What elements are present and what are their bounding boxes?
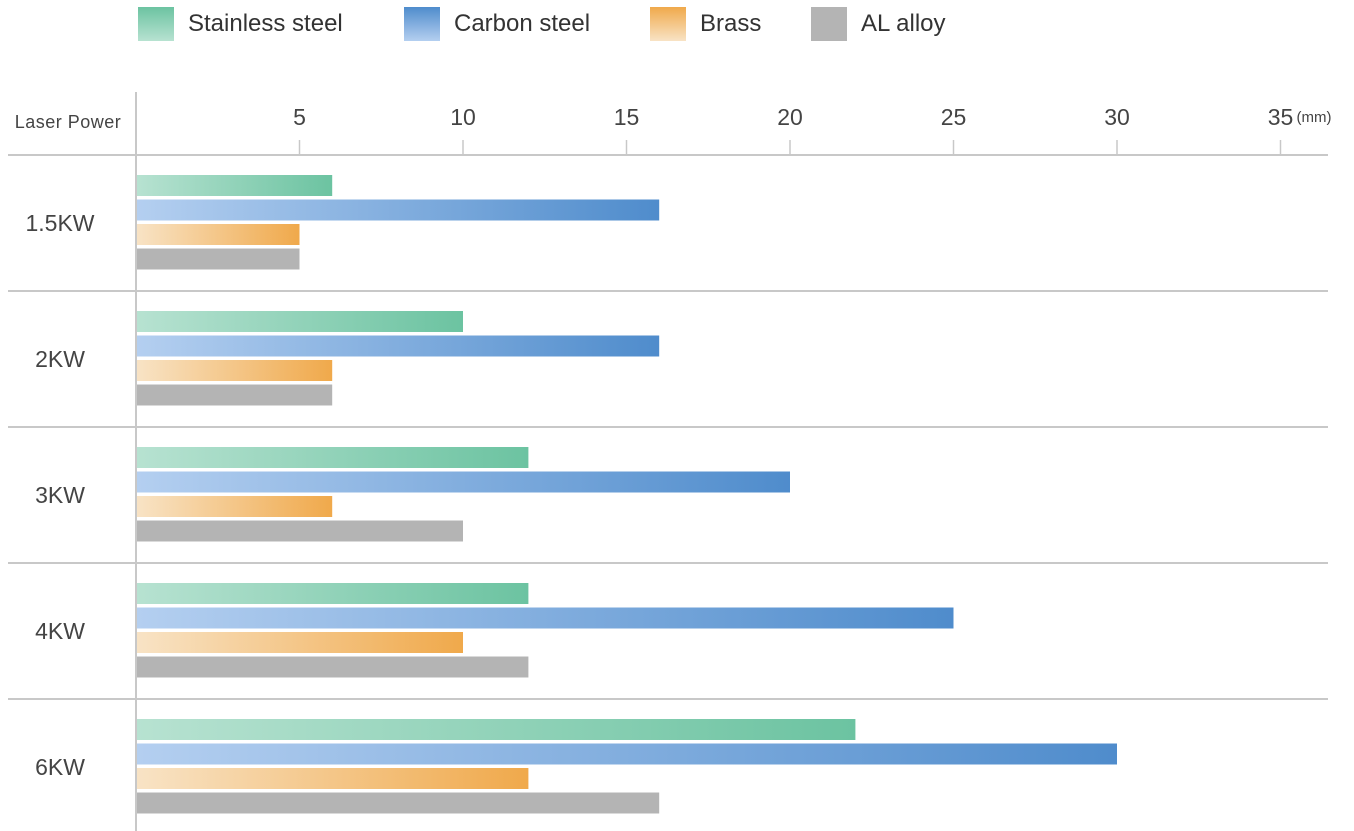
bar-stainless-steel-3kw (137, 447, 529, 468)
bar-stainless-steel-2kw (137, 311, 463, 332)
legend-label: Brass (700, 10, 762, 37)
legend-item-brass: Brass (650, 6, 761, 42)
axes-group: Laser Power (mm) 5 10 15 20 25 30 35 1.5KW 2KW 3K… (8, 92, 1331, 831)
bar-carbon-steel-4kw (137, 607, 954, 629)
bar-brass-2kw (137, 360, 333, 381)
x-tick-label: 30 (1104, 104, 1130, 130)
legend-swatch-al-alloy (811, 7, 847, 41)
bar-al-alloy-1.5kw (137, 248, 300, 270)
legend-item-carbon-steel: Carbon steel (404, 6, 590, 42)
bar-brass-6kw (137, 768, 529, 789)
legend-label: Carbon steel (454, 10, 591, 37)
category-label: 2KW (35, 346, 85, 372)
legend-swatch-brass (650, 7, 686, 41)
x-tick-label: 10 (450, 104, 476, 130)
bar-stainless-steel-4kw (137, 583, 529, 604)
bar-al-alloy-6kw (137, 792, 660, 814)
x-tick-label: 35 (1268, 104, 1294, 130)
x-tick-label: 15 (614, 104, 640, 130)
legend-swatch-stainless-steel (138, 7, 174, 41)
bar-brass-1.5kw (137, 224, 300, 245)
bar-brass-4kw (137, 632, 463, 653)
category-label: 4KW (35, 618, 85, 644)
bar-carbon-steel-1.5kw (137, 199, 660, 221)
x-tick-label: 5 (293, 104, 306, 130)
legend-item-stainless-steel: Stainless steel (138, 6, 343, 42)
bar-stainless-steel-6kw (137, 719, 856, 740)
legend-label: Stainless steel (188, 10, 343, 37)
bar-carbon-steel-2kw (137, 335, 660, 357)
bar-al-alloy-2kw (137, 384, 333, 406)
chart-legend: Stainless steel Carbon steel Brass AL al… (0, 0, 1354, 50)
bar-stainless-steel-1.5kw (137, 175, 333, 196)
bar-carbon-steel-3kw (137, 471, 790, 493)
x-axis-unit: (mm) (1297, 109, 1332, 126)
legend-swatch-carbon-steel (404, 7, 440, 41)
legend-item-al-alloy: AL alloy (811, 6, 946, 42)
bar-carbon-steel-6kw (137, 743, 1117, 765)
bar-brass-3kw (137, 496, 333, 517)
y-axis-label: Laser Power (15, 112, 122, 132)
bar-al-alloy-4kw (137, 656, 529, 678)
category-label: 6KW (35, 754, 85, 780)
legend-label: AL alloy (861, 10, 946, 37)
category-label: 1.5KW (25, 210, 94, 236)
bars-group (137, 175, 1117, 814)
category-label: 3KW (35, 482, 85, 508)
x-tick-label: 25 (941, 104, 967, 130)
x-tick-label: 20 (777, 104, 803, 130)
bar-al-alloy-3kw (137, 520, 463, 542)
